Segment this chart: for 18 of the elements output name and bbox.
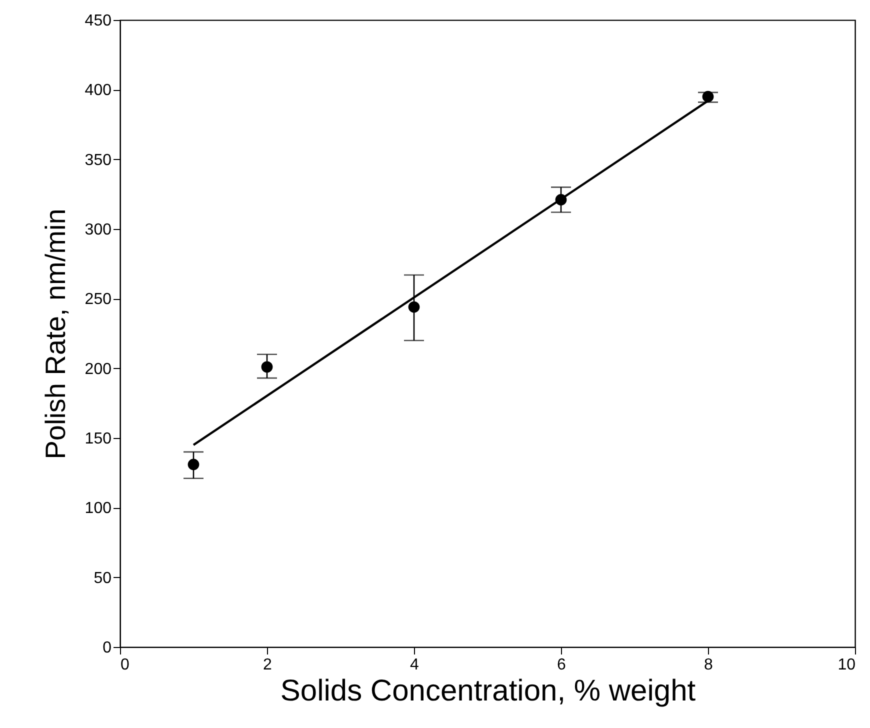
y-tick-label: 100 (84, 500, 112, 518)
y-tick-label: 350 (84, 152, 112, 169)
x-axis-title: Solids Concentration, % weight (280, 674, 696, 708)
y-tick-label: 250 (84, 291, 112, 308)
x-tick-label: 10 (838, 656, 856, 674)
x-tick-label: 6 (557, 656, 566, 674)
x-tick-label: 0 (120, 656, 130, 674)
y-tick-label: 200 (84, 360, 112, 378)
y-tick-label: 0 (102, 640, 112, 656)
y-tick-label: 50 (94, 570, 112, 587)
x-tick-label: 8 (704, 656, 714, 674)
y-tick-label: 400 (84, 82, 112, 100)
y-axis-title: Polish Rate, nm/min (40, 208, 71, 460)
x-tick-label: 4 (410, 656, 420, 674)
y-tick-label: 300 (84, 222, 112, 238)
y-tick-label: 450 (84, 12, 112, 30)
y-tick-label: 150 (84, 430, 112, 448)
x-tick-label: 2 (263, 656, 272, 674)
